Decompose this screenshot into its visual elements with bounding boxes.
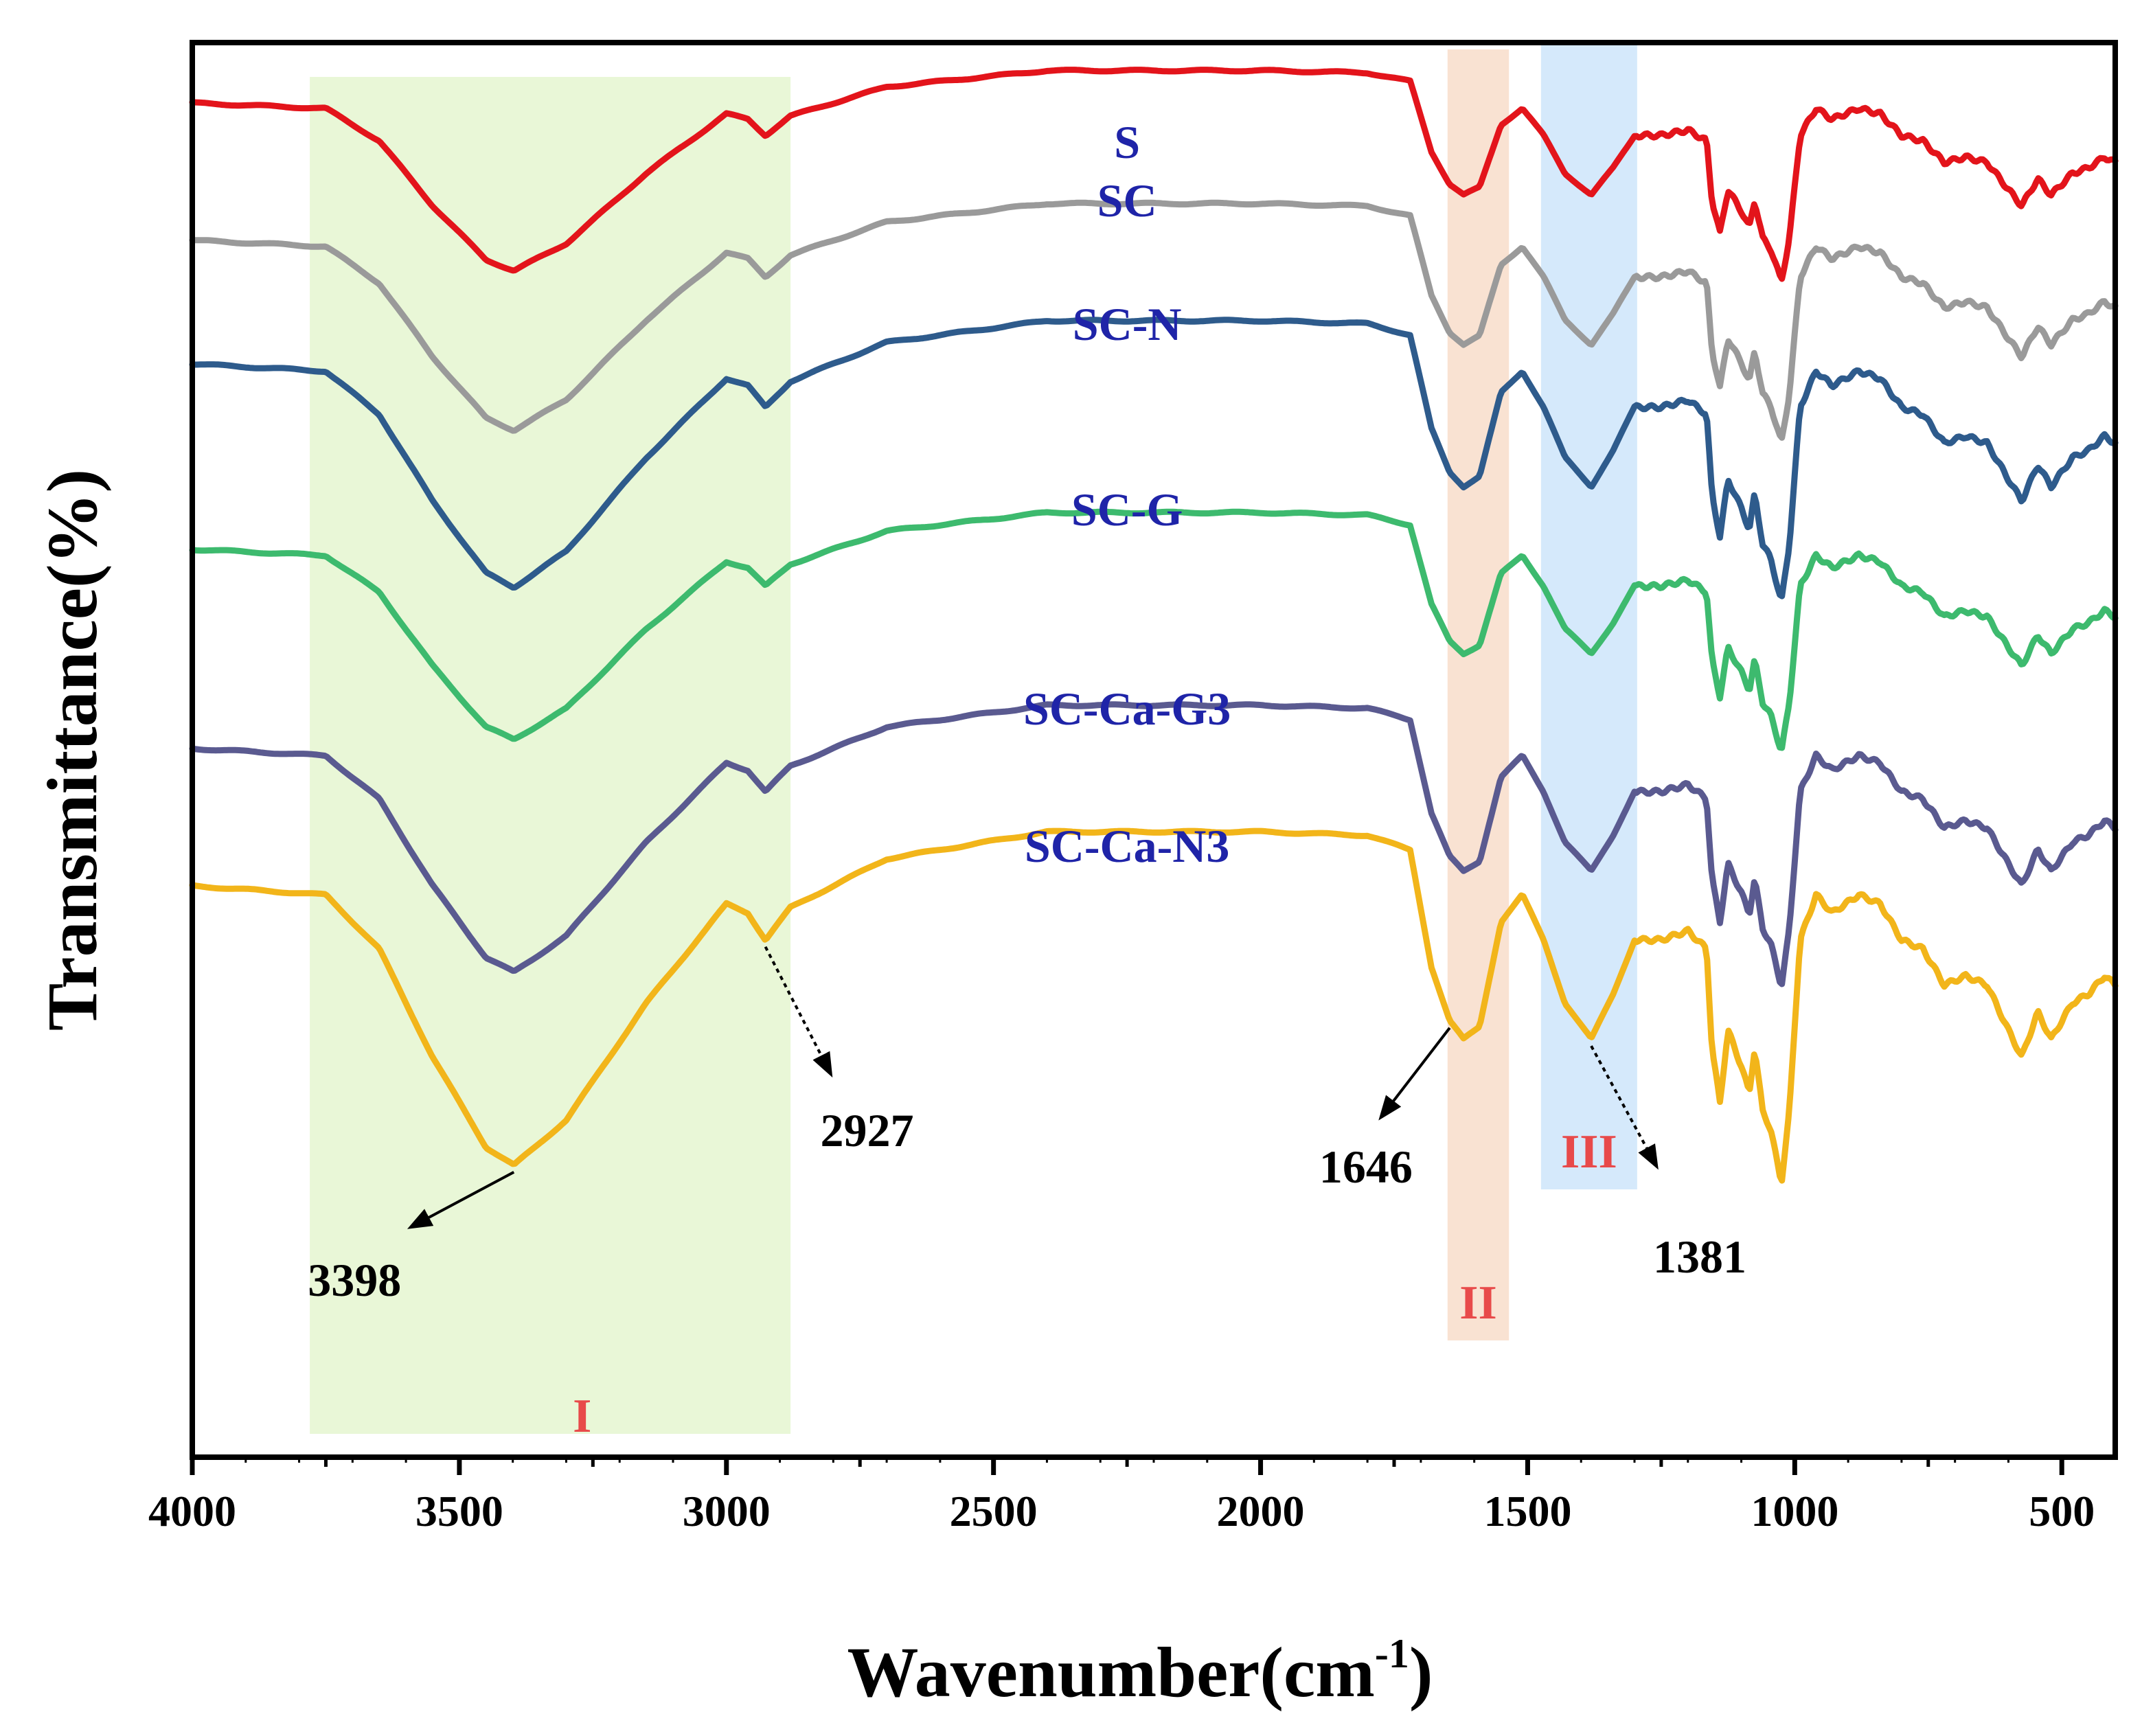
series-line-SC-Ca-N3: [189, 827, 2119, 1184]
series-line-SC-Ca-G3: [189, 701, 2119, 987]
series-label-SC-N: SC-N: [1073, 298, 1182, 350]
x-tick-label-3000: 3000: [683, 1487, 771, 1535]
region-label-I: I: [573, 1390, 591, 1443]
x-axis-ticks: 4000 3500 3000 2500 2000 1500 1000 500: [148, 1457, 2095, 1535]
annotation-arrow-2927: [764, 946, 833, 1078]
x-tick-label-4000: 4000: [148, 1487, 236, 1535]
y-axis-title: Transmittance(%): [33, 469, 112, 1031]
series-line-SC-N: [189, 317, 2119, 599]
annotation-label-1381: 1381: [1653, 1231, 1746, 1283]
series-line-SC: [189, 199, 2119, 441]
series-label-SC-G: SC-G: [1071, 483, 1183, 536]
series-line-SC-G: [189, 508, 2119, 751]
series-labels: S SC SC-N SC-G SC-Ca-G3 SC-Ca-N3: [1023, 116, 1231, 872]
x-tick-label-1500: 1500: [1483, 1487, 1571, 1535]
series-line-S: [189, 67, 2119, 282]
annotation-label-1646: 1646: [1319, 1141, 1413, 1193]
series-label-SC: SC: [1097, 174, 1157, 227]
x-tick-label-2500: 2500: [950, 1487, 1038, 1535]
annotation-arrow-1381: [1590, 1045, 1659, 1170]
annotation-label-3398: 3398: [308, 1254, 401, 1306]
peak-annotations: 3398 2927 1646 1381: [308, 946, 1746, 1306]
x-tick-label-2000: 2000: [1217, 1487, 1305, 1535]
series-label-SC-Ca-G3: SC-Ca-G3: [1023, 683, 1231, 735]
annotation-arrow-3398: [407, 1171, 515, 1229]
spectra-series: [189, 67, 2119, 1184]
annotation-label-2927: 2927: [821, 1104, 914, 1156]
x-tick-label-1000: 1000: [1751, 1487, 1838, 1535]
region-label-III: III: [1561, 1126, 1617, 1178]
region-I: [310, 77, 791, 1434]
annotation-arrow-1646: [1378, 1027, 1451, 1121]
region-II: [1447, 49, 1510, 1340]
series-label-S: S: [1114, 116, 1140, 168]
series-label-SC-Ca-N3: SC-Ca-N3: [1025, 820, 1229, 872]
x-tick-label-3500: 3500: [415, 1487, 503, 1535]
x-axis-title: Wavenumber(cm-1): [847, 1631, 1433, 1712]
x-tick-label-500: 500: [2029, 1487, 2095, 1535]
region-label-II: II: [1459, 1277, 1496, 1329]
